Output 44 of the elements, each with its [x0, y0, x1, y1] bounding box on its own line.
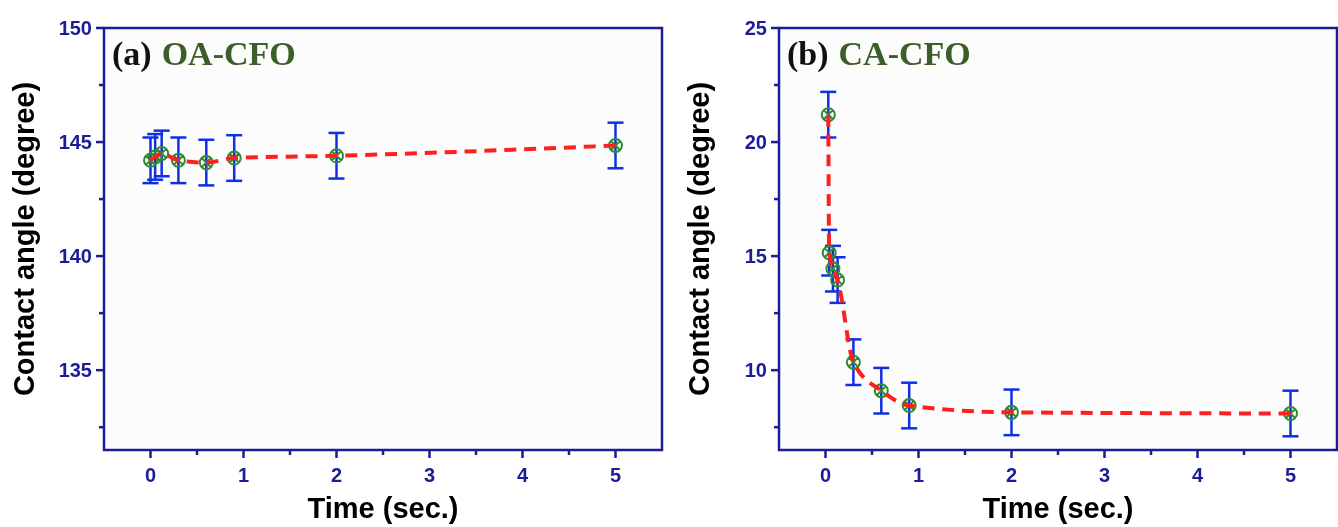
y-tick-label: 150	[58, 17, 92, 39]
x-tick-label: 1	[912, 464, 925, 486]
x-tick-label: 3	[423, 464, 436, 486]
y-tick-label: 20	[744, 131, 767, 154]
point	[825, 261, 841, 276]
y-tick-label: 140	[58, 245, 92, 268]
x-tick-label: 4	[516, 464, 529, 486]
annotation: (a)	[112, 35, 152, 73]
point	[1004, 404, 1019, 420]
point	[1283, 406, 1298, 421]
point	[608, 138, 623, 153]
annotation: (b)	[787, 35, 829, 73]
x-tick-label: 5	[609, 464, 622, 486]
x-tick-label: 5	[1284, 464, 1297, 486]
point	[845, 354, 861, 370]
point	[873, 383, 889, 399]
x-tick-label: 4	[1191, 464, 1204, 486]
y-tick-label: 15	[744, 245, 767, 268]
x-tick-label: 0	[819, 464, 832, 486]
point	[226, 150, 242, 166]
y-tick-label: 10	[744, 359, 767, 382]
line-series	[148, 143, 618, 165]
x-tick-label: 3	[1098, 464, 1111, 486]
annotation: CA-CFO	[838, 35, 971, 72]
y-tick-label: 135	[58, 359, 92, 382]
y-tick-label: 145	[58, 131, 92, 154]
point	[170, 152, 186, 168]
point	[821, 245, 837, 261]
x-tick-label: 2	[330, 464, 343, 486]
line-series	[826, 112, 1293, 416]
y-tick-label: 25	[744, 17, 767, 39]
annotation: OA-CFO	[161, 35, 296, 72]
x-tick-label: 2	[1005, 464, 1018, 486]
point	[198, 155, 214, 170]
x-axis-title: Time (sec.)	[307, 492, 459, 524]
y-axis-title: Contact angle (degree)	[8, 81, 40, 397]
x-axis-title: Time (sec.)	[982, 492, 1134, 524]
x-tick-label: 0	[144, 464, 157, 486]
x-tick-label: 1	[237, 464, 250, 486]
point	[329, 148, 344, 164]
point	[830, 272, 846, 288]
y-axis-title: Contact angle (degree)	[683, 81, 715, 397]
point	[901, 398, 917, 413]
point	[820, 107, 836, 123]
